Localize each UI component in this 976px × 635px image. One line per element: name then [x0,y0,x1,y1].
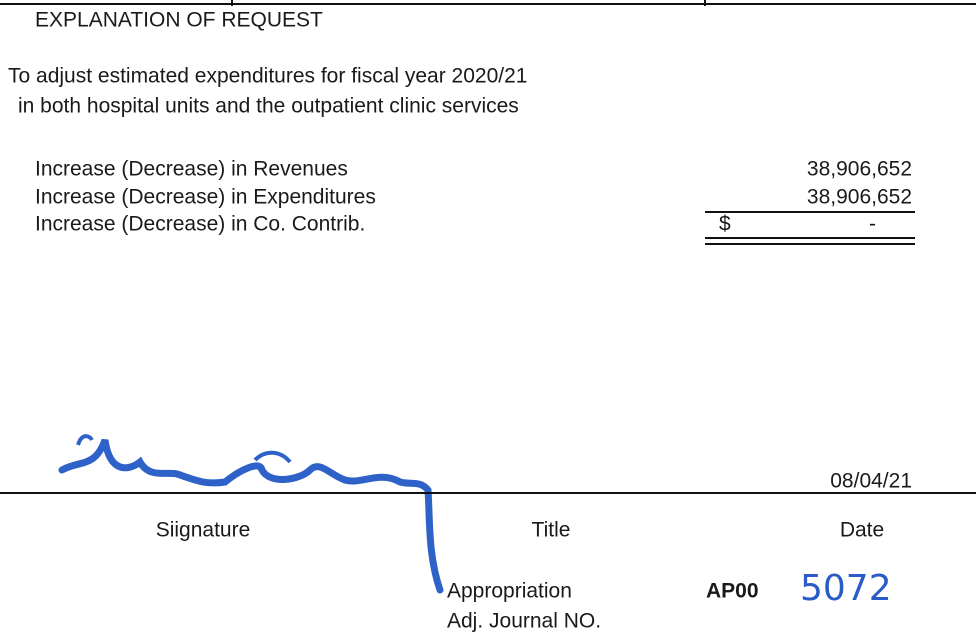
row-amount: 38,906,652 [807,186,912,209]
row-amount: - [869,213,876,236]
description-line: in both hospital units and the outpatien… [18,95,519,118]
journal-label: Adj. Journal NO. [447,610,601,633]
row-amount: 38,906,652 [807,158,912,181]
row-label: Increase (Decrease) in Expenditures [35,186,376,209]
signature-stroke [76,434,292,464]
field-label: Siignature [156,519,251,542]
journal-number: 5072 [800,568,892,609]
field-label: Date [840,519,884,542]
date-value: 08/04/21 [830,470,912,493]
currency: $ [719,213,731,236]
description-line: To adjust estimated expenditures for fis… [8,65,527,88]
journal-prefix: AP00 [706,580,759,603]
signature [58,438,444,594]
section-title: EXPLANATION OF REQUEST [35,9,323,32]
row-label: Increase (Decrease) in Co. Contrib. [35,213,365,236]
row-label: Increase (Decrease) in Revenues [35,158,348,181]
field-label: Title [532,519,571,542]
journal-label: Appropriation [447,580,572,603]
